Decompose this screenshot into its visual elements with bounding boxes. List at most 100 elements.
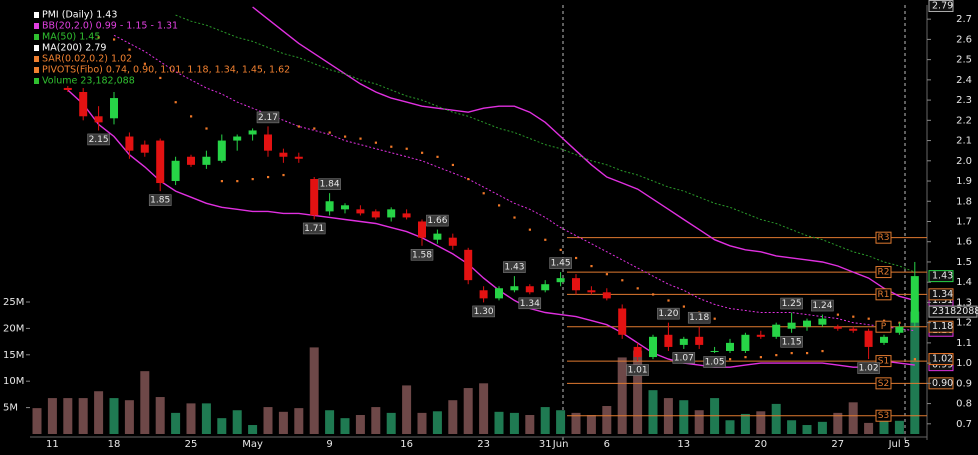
value-label: 1.34 <box>520 299 540 309</box>
volume-bar <box>586 414 596 434</box>
pivot-name-box <box>875 320 892 333</box>
volume-bar <box>802 425 812 434</box>
volume-bar <box>525 414 535 434</box>
candle-body <box>94 116 103 123</box>
annotation-layer: R3 R2 R1 P S1 S2 S3 2.17 1.84 1.66 1.43 1.45 1.20 1.1… <box>87 0 978 422</box>
candle-body <box>125 136 134 151</box>
candle-body <box>756 334 765 337</box>
volume-bar <box>463 388 473 434</box>
x-tick-label: May <box>242 439 263 450</box>
volume-bar <box>417 412 427 434</box>
legend-swatch <box>34 56 39 62</box>
ma200-tag: 2.79 <box>932 1 953 12</box>
pivot-name: R3 <box>878 233 890 243</box>
sar-dot <box>374 141 377 144</box>
y-tick-label: 2.5 <box>956 55 972 66</box>
volume-bar <box>879 420 889 434</box>
sar-dot <box>682 305 685 308</box>
pivot-name: R2 <box>878 268 890 278</box>
value-label: 1.01 <box>628 366 648 376</box>
sar-dot <box>775 354 778 357</box>
ma200-tag-box <box>928 0 954 12</box>
candle-body <box>156 140 165 184</box>
y-tick-label: 0.7 <box>956 419 972 430</box>
y-tick-label: 1.5 <box>956 257 972 268</box>
candle-body <box>602 292 611 299</box>
value-label: 1.85 <box>150 196 170 206</box>
sar-dot <box>359 137 362 140</box>
value-label: 1.25 <box>782 299 802 309</box>
indicator-line <box>175 14 915 273</box>
volume-bar <box>325 410 335 434</box>
sar-dot <box>159 76 162 80</box>
y-tick-label: 2.7 <box>956 14 972 25</box>
volume-bar <box>32 408 42 434</box>
candle-body <box>572 278 580 291</box>
sar-dot <box>575 256 578 260</box>
sar-dot <box>128 48 131 51</box>
candle-body <box>741 334 750 351</box>
x-tick-label: 31 <box>539 439 552 450</box>
sar-dot <box>790 352 793 355</box>
sar-dot <box>806 352 809 355</box>
y-tick-label: 0.9 <box>956 378 972 389</box>
y-tick-label: 2.2 <box>956 115 972 126</box>
volume-bar <box>679 400 689 434</box>
sar-dot <box>113 38 116 41</box>
value-label-box <box>857 362 880 374</box>
y-tick-label: 2.3 <box>956 95 972 106</box>
legend-entry: BB(20,2.0) 0.99 - 1.15 - 1.31 <box>42 21 178 32</box>
sar-dot <box>267 175 270 179</box>
candle-body <box>402 213 411 218</box>
x-tick-label: 16 <box>400 439 413 450</box>
volume-bar <box>109 398 119 434</box>
value-label: 1.58 <box>412 250 432 260</box>
volume-bar <box>787 420 797 434</box>
volume-bar <box>509 412 519 434</box>
legend-swatch <box>34 12 39 18</box>
pivot-tag: 0.90 <box>932 378 953 389</box>
sar-dot <box>174 101 177 104</box>
candle-body <box>464 249 473 281</box>
value-label-box <box>672 352 696 364</box>
value-label-box <box>87 133 110 146</box>
candle-body <box>849 328 858 331</box>
candle-body <box>433 233 442 240</box>
sar-tag: 1.02 <box>932 354 953 365</box>
volume-bar <box>910 311 920 434</box>
sar-dot <box>836 313 839 316</box>
y-tick-label: 2.4 <box>956 75 972 86</box>
volume-bar <box>140 371 150 434</box>
candle-body <box>618 308 627 335</box>
legend-entry: SAR(0.02,0.2) 1.02 <box>42 54 132 65</box>
pivot-name-box <box>875 355 892 368</box>
indicator-tag: 1.31 <box>932 295 953 306</box>
candle-body <box>387 209 396 218</box>
candle-body <box>679 338 688 345</box>
pivot-name-box <box>875 409 892 422</box>
value-label-box <box>318 178 341 190</box>
value-label: 1.05 <box>705 358 725 368</box>
volume-bar <box>201 403 211 434</box>
candle-body <box>510 286 519 291</box>
volume-bar <box>617 357 627 434</box>
candle-body <box>556 278 565 283</box>
sar-dot <box>867 317 870 320</box>
candle-body <box>633 346 642 358</box>
x-tick-label: 9 <box>326 439 332 450</box>
candle-layer <box>63 85 919 362</box>
volume-bar <box>186 403 196 434</box>
candle-body <box>341 205 349 210</box>
sar-dot <box>421 151 424 154</box>
sar-dot <box>652 293 655 296</box>
volume-bar <box>894 420 904 434</box>
candle-body <box>895 326 904 333</box>
pivot-name-box <box>875 288 892 301</box>
value-label-box <box>657 307 680 320</box>
sar-dot <box>498 204 501 207</box>
value-label: 2.17 <box>258 113 278 123</box>
value-label: 2.15 <box>89 135 109 145</box>
candle-body <box>448 237 457 246</box>
pivot-name-box <box>875 231 892 244</box>
